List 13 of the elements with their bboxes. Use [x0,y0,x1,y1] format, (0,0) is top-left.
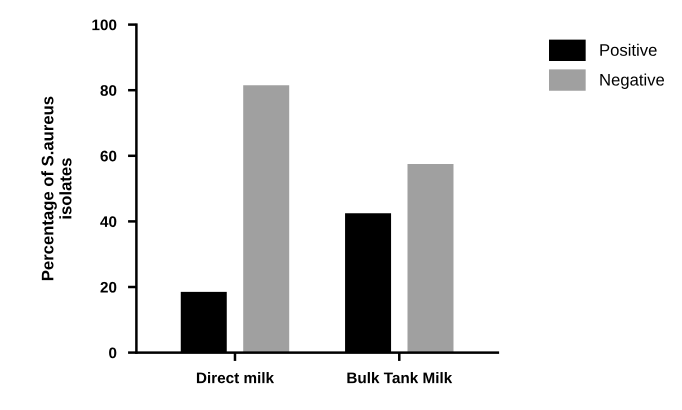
y-tick-label: 20 [100,282,116,293]
y-tick-label: 40 [100,216,116,228]
bar [407,164,454,353]
y-tick-label: 0 [109,347,116,358]
legend-label: Negative [600,73,664,89]
x-tick-label: Direct milk [196,372,274,384]
y-tick-label: 80 [100,85,116,96]
legend-label: Positive [600,44,657,56]
y-tick-label: 60 [100,150,116,162]
x-tick-label: Bulk Tank Milk [347,372,452,384]
y-tick-label: 100 [92,19,116,30]
bar [243,85,290,353]
y-axis-title: Percentage of S.aureus isolates [41,96,72,280]
